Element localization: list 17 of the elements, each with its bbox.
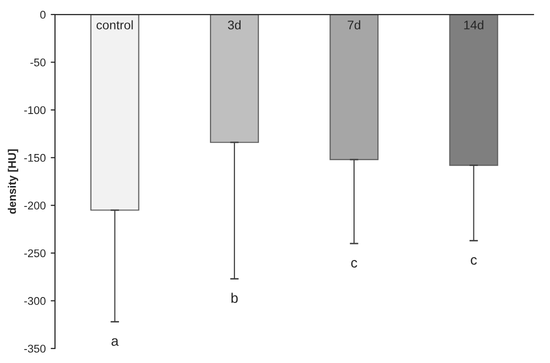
- y-axis-title: density [HU]: [8, 149, 18, 214]
- annotation: c: [470, 257, 477, 265]
- annotation: b: [231, 292, 238, 303]
- x-tick-label: 7d: [348, 20, 360, 30]
- y-tick-label: -100: [24, 106, 46, 114]
- annotation: c: [351, 260, 358, 268]
- y-tick-label: -300: [24, 297, 46, 305]
- x-tick-label: control: [96, 20, 133, 30]
- y-tick-label: -350: [24, 344, 46, 353]
- y-tick-label: -250: [24, 249, 46, 258]
- x-tick-label: 14d: [464, 20, 484, 30]
- annotation: a: [112, 338, 119, 346]
- x-tick-label: 3d: [228, 20, 241, 30]
- y-tick-label: -200: [24, 202, 46, 210]
- y-tick-label: -50: [30, 58, 46, 66]
- y-tick-label: 0: [40, 10, 46, 19]
- y-tick-label: -150: [24, 154, 46, 162]
